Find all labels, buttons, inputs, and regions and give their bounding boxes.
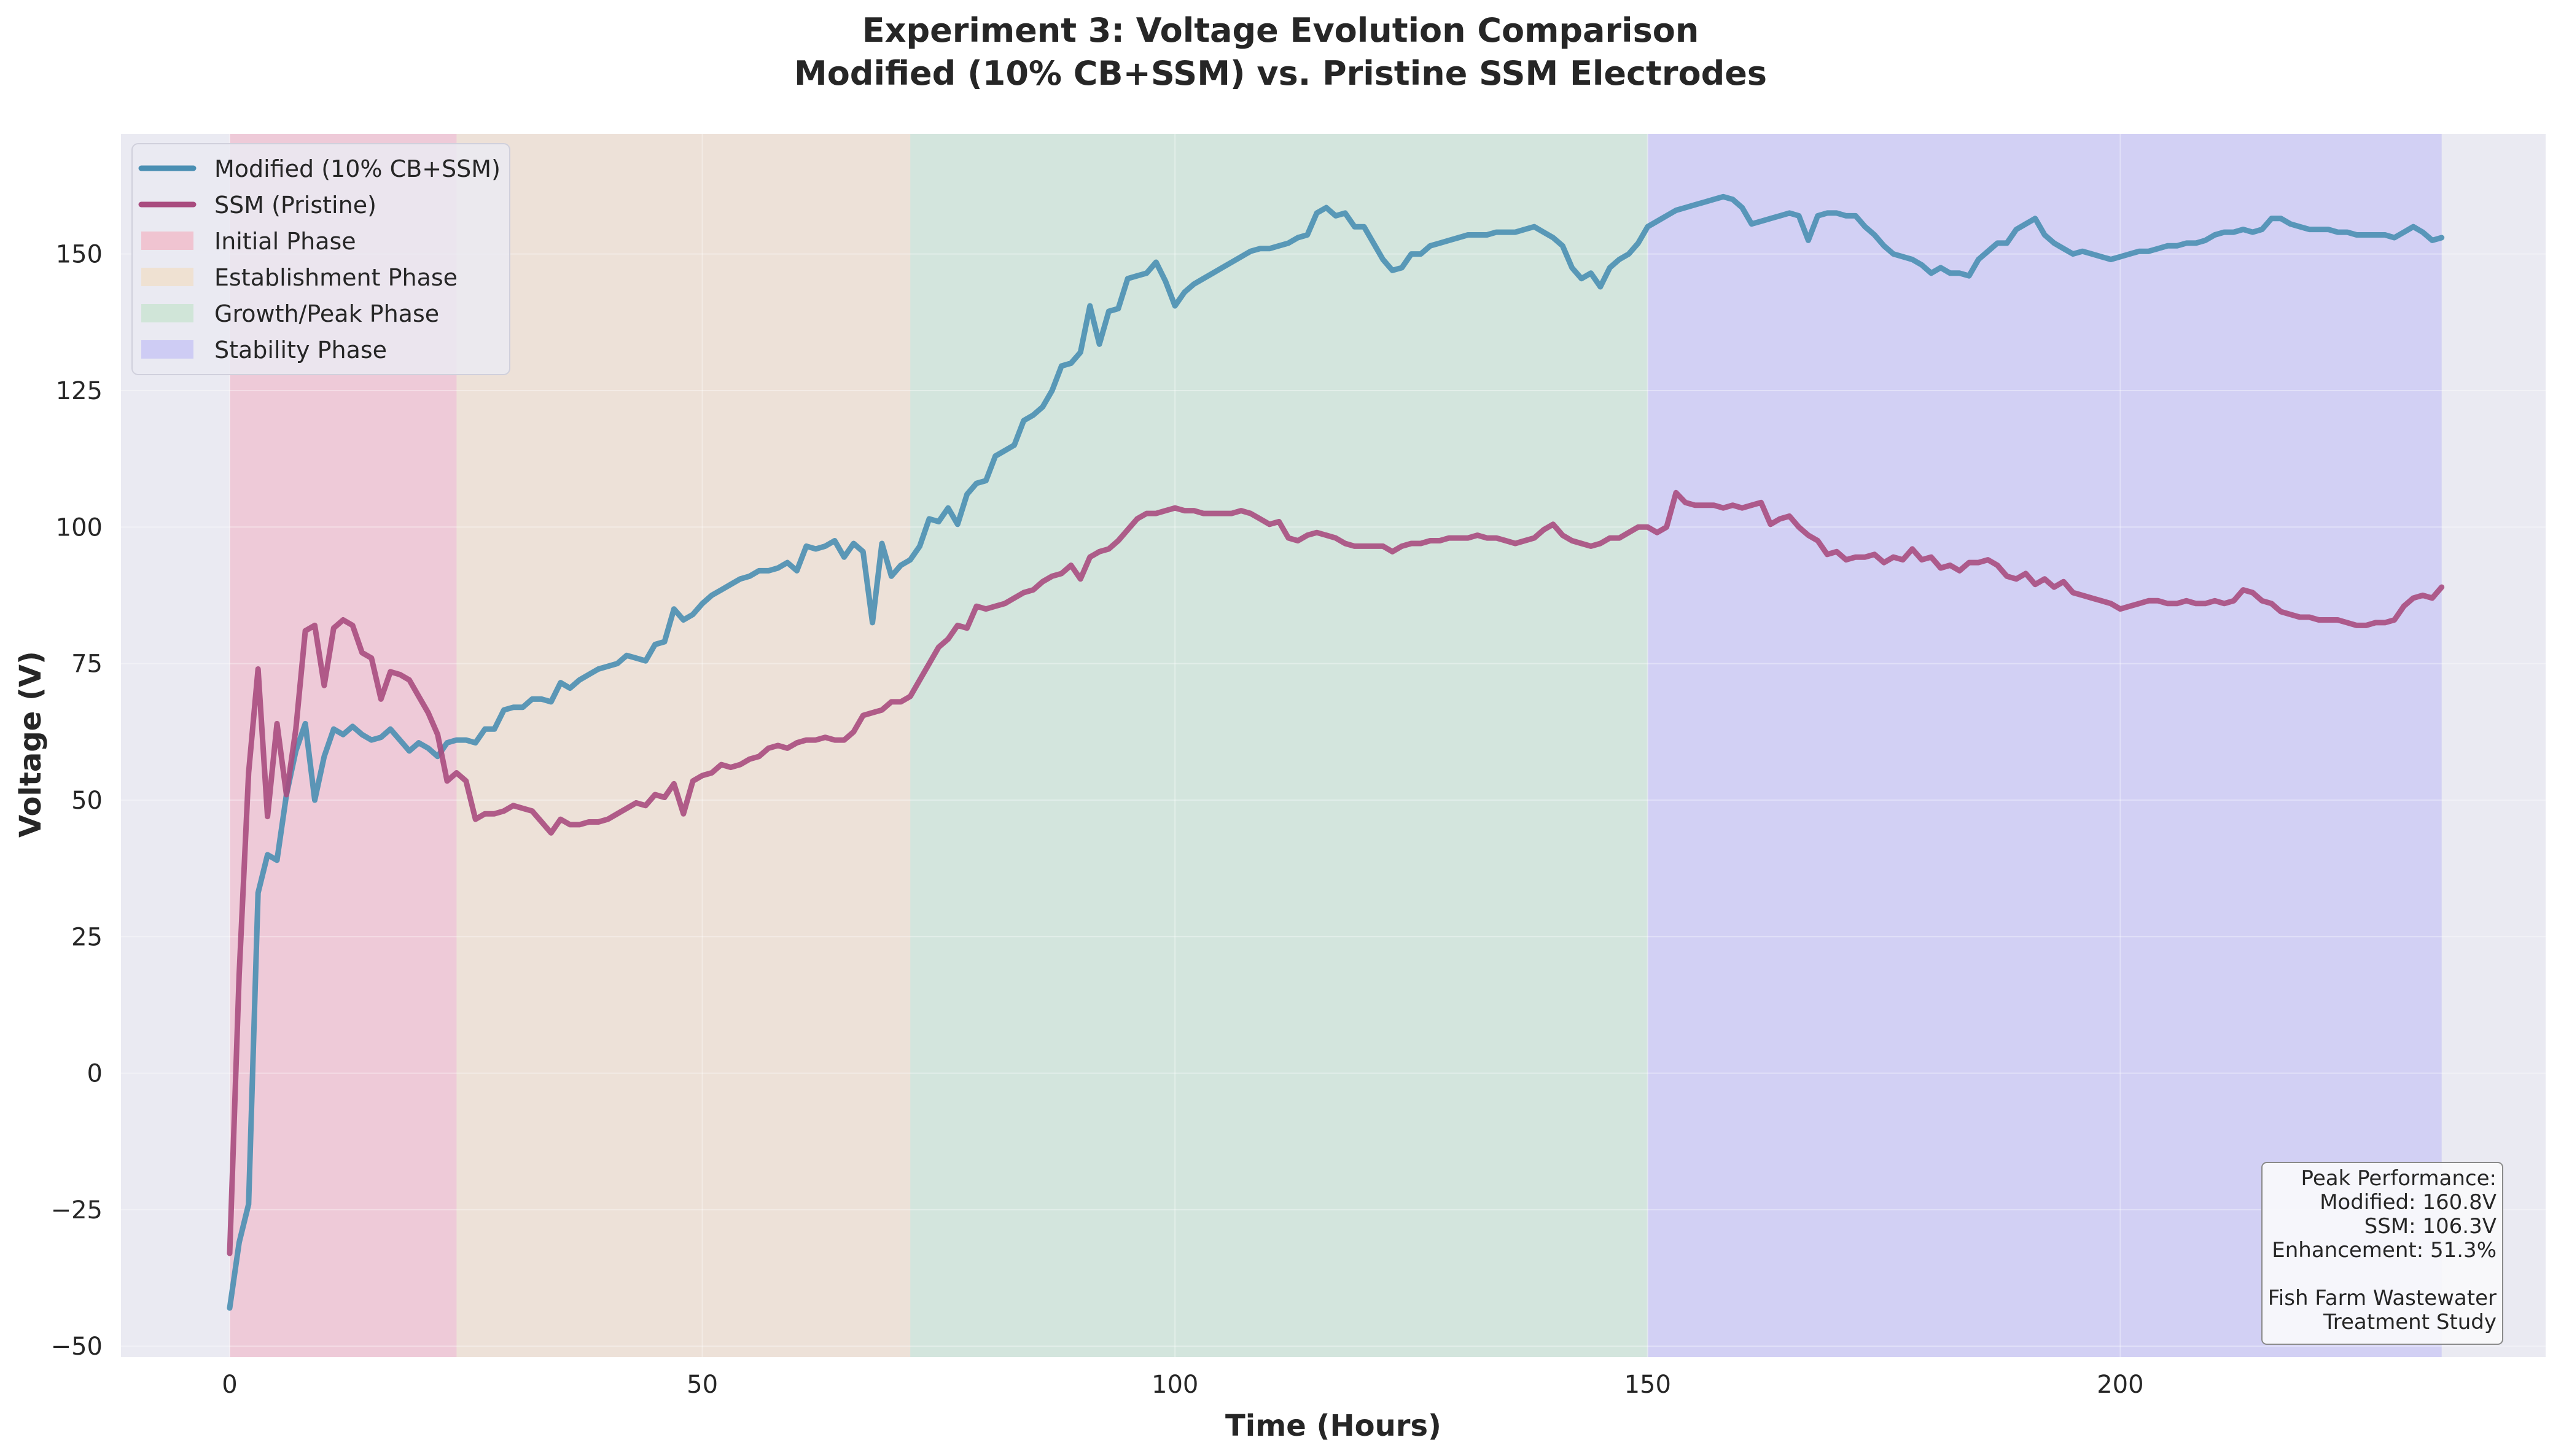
y-tick-label: 25: [71, 923, 103, 951]
annotation-line: SSM: 106.3V: [2364, 1214, 2497, 1239]
y-tick-label: 100: [56, 513, 103, 542]
phase-band-2: [910, 134, 1648, 1357]
phase-band-3: [1647, 134, 2442, 1357]
legend-patch-swatch: [141, 268, 193, 286]
annotation-line: Treatment Study: [2323, 1310, 2497, 1334]
tick-labels: 0 50 100 150 200 −50 −25 0 25 50 75 100 125 150: [51, 241, 2144, 1399]
y-tick-label: 50: [71, 787, 103, 815]
y-tick-label: 75: [71, 650, 103, 679]
x-axis-label: Time (Hours): [1225, 1409, 1441, 1443]
legend-patch-swatch: [141, 304, 193, 322]
y-tick-label: 150: [56, 241, 103, 269]
series-lines: [227, 193, 2445, 1311]
x-tick-label: 150: [1624, 1371, 1671, 1399]
phase-band-1: [456, 134, 911, 1357]
annotation-frame: [2261, 1162, 2503, 1345]
legend-entry-label: Stability Phase: [214, 337, 387, 364]
x-tick-label: 0: [222, 1371, 237, 1399]
legend-entry-label: SSM (Pristine): [214, 192, 376, 219]
annotation-line: Fish Farm Wastewater: [2268, 1286, 2497, 1310]
y-tick-label: −50: [51, 1333, 103, 1361]
chart-title-line-1: Experiment 3: Voltage Evolution Comparis…: [862, 11, 1699, 50]
legend-box: [131, 143, 510, 375]
annotation-line: Modified: 160.8V: [2320, 1190, 2497, 1215]
annotation-line: Peak Performance:: [2301, 1166, 2497, 1191]
chart-title-line-2: Modified (10% CB+SSM) vs. Pristine SSM E…: [794, 54, 1767, 93]
y-tick-label: −25: [51, 1196, 103, 1224]
y-tick-label: 0: [87, 1060, 103, 1088]
x-tick-label: 200: [2097, 1371, 2143, 1399]
legend: Modified (10% CB+SSM) SSM (Pristine) Initi…: [131, 143, 510, 375]
y-tick-label: 125: [56, 377, 103, 405]
x-tick-label: 50: [687, 1371, 718, 1399]
legend-entry-label: Establishment Phase: [214, 264, 458, 291]
legend-entry-label: Modified (10% CB+SSM): [214, 155, 501, 182]
plot-area: [121, 134, 2546, 1357]
legend-entry-label: Growth/Peak Phase: [214, 300, 439, 327]
annotation-line: Enhancement: 51.3%: [2272, 1238, 2497, 1263]
y-axis-label: Voltage (V): [14, 651, 48, 838]
legend-patch-swatch: [141, 232, 193, 250]
series-line-1: [227, 489, 2445, 1256]
series-line-0: [227, 193, 2445, 1311]
legend-entry-label: Initial Phase: [214, 228, 356, 255]
phase-bands: [230, 134, 2442, 1357]
x-tick-label: 100: [1152, 1371, 1198, 1399]
legend-patch-swatch: [141, 340, 193, 359]
